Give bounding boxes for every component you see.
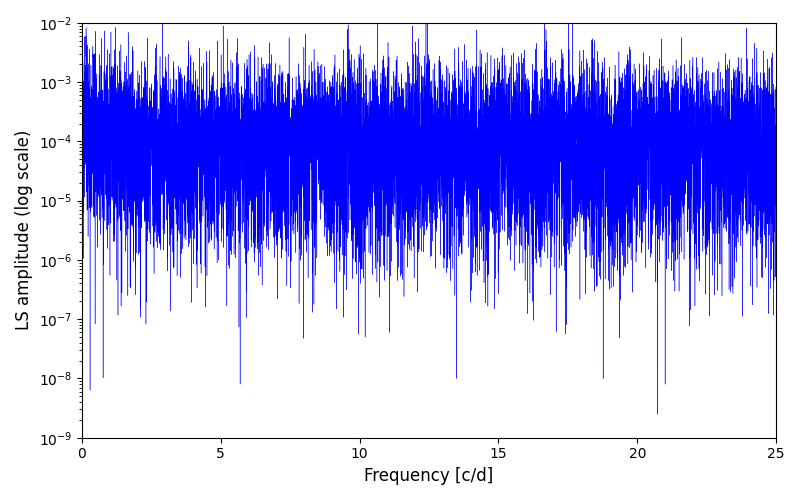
X-axis label: Frequency [c/d]: Frequency [c/d]	[364, 467, 494, 485]
Y-axis label: LS amplitude (log scale): LS amplitude (log scale)	[15, 130, 33, 330]
